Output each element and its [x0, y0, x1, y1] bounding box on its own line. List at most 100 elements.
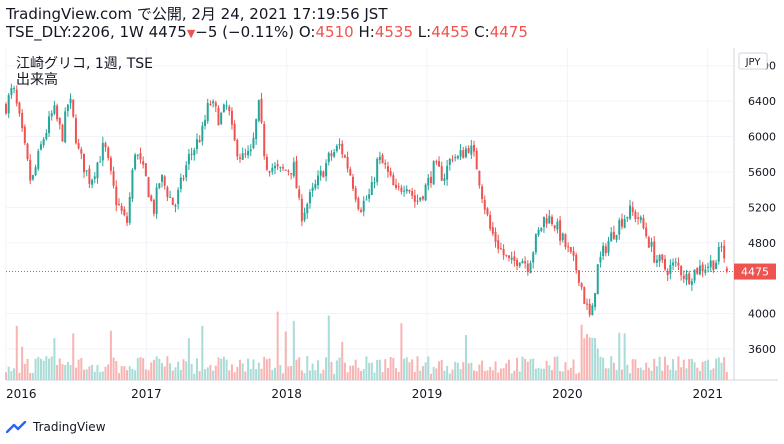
candle-body: [680, 266, 683, 276]
candle-body: [596, 264, 599, 295]
volume-bar: [395, 368, 398, 380]
legend-volume: 出来高: [16, 72, 58, 88]
volume-bar: [276, 311, 279, 380]
volume-bar: [674, 370, 677, 380]
volume-bar: [704, 360, 707, 380]
down-arrow-icon: ▼: [186, 27, 196, 40]
candle-body: [161, 175, 164, 182]
candle-body: [144, 163, 147, 176]
candle-body: [408, 189, 411, 192]
volume-bar: [295, 359, 298, 380]
candle-body: [491, 227, 494, 234]
candle-body: [701, 264, 704, 272]
volume-bar: [343, 362, 346, 380]
candle-body: [470, 145, 473, 155]
candle-body: [64, 111, 67, 143]
volume-bar: [10, 371, 13, 380]
volume-bar: [494, 361, 497, 380]
legend-title: 江崎グリコ, 1週, TSE: [16, 56, 153, 72]
volume-bar: [101, 371, 104, 380]
volume-bar: [34, 358, 37, 380]
volume-bar: [451, 369, 454, 380]
candle-body: [712, 260, 715, 270]
volume-bar: [707, 359, 710, 380]
candle-body: [483, 199, 486, 210]
candle-body: [34, 167, 37, 176]
price-tick-label: 6400: [748, 95, 776, 108]
ohlc-line: TSE_DLY:2206, 1W 4475▼−5 (−0.11%) O:4510…: [6, 23, 528, 43]
candle-body: [594, 293, 597, 307]
volume-bar: [481, 360, 484, 380]
volume-bar: [174, 367, 177, 380]
candle-body: [626, 217, 629, 219]
candle-body: [308, 192, 311, 204]
candle-body: [31, 175, 34, 180]
volume-bar: [66, 362, 69, 380]
candle-body: [37, 151, 40, 169]
candle-body: [481, 186, 484, 200]
year-tick-label: 2020: [552, 387, 583, 401]
candle-body: [365, 199, 368, 201]
volume-bar: [639, 367, 642, 380]
candle-body: [104, 143, 107, 148]
currency-box: [738, 52, 768, 70]
volume-bar: [368, 362, 371, 380]
candle-body: [462, 150, 465, 159]
candle-body: [376, 158, 379, 183]
price-chart[interactable]: 447568006400600056005200480040003600JPY2…: [0, 44, 784, 410]
volume-bar: [470, 362, 473, 380]
candle-body: [42, 139, 45, 146]
volume-bar: [548, 365, 551, 380]
candle-body: [21, 112, 24, 129]
candle-body: [88, 168, 91, 184]
candle-body: [427, 177, 430, 186]
candle-body: [284, 169, 287, 171]
volume-bar: [612, 362, 615, 380]
volume-bar: [107, 364, 110, 380]
year-tick-label: 2019: [412, 387, 443, 401]
candle-body: [489, 214, 492, 229]
candle-body: [50, 113, 53, 117]
volume-bar: [64, 365, 67, 380]
candle-body: [322, 171, 325, 178]
volume-bar: [322, 369, 325, 380]
volume-bar: [195, 358, 198, 380]
volume-bar: [217, 357, 220, 380]
candle-body: [179, 177, 182, 189]
volume-bar: [303, 373, 306, 380]
chart-area[interactable]: 447568006400600056005200480040003600JPY2…: [0, 44, 784, 410]
volume-bar: [524, 358, 527, 380]
volume-bar: [518, 371, 521, 380]
candle-body: [599, 256, 602, 263]
volume-bar: [585, 334, 588, 380]
volume-bar: [209, 364, 212, 380]
candle-body: [575, 254, 578, 271]
candle-body: [612, 231, 615, 239]
volume-bar: [712, 368, 715, 380]
volume-bar: [599, 356, 602, 380]
candle-body: [564, 234, 567, 247]
volume-bar: [505, 363, 508, 380]
volume-bar: [569, 367, 572, 380]
candle-body: [139, 153, 142, 160]
volume-bar: [144, 369, 147, 380]
candle-body: [499, 248, 502, 250]
last-price-label: 4475: [741, 266, 769, 279]
volume-bar: [376, 360, 379, 380]
volume-bar: [349, 365, 352, 380]
volume-bar: [653, 358, 656, 380]
candle-body: [507, 255, 510, 258]
volume-bar: [214, 365, 217, 380]
candle-body: [559, 220, 562, 241]
candle-body: [674, 261, 677, 263]
volume-bar: [551, 370, 554, 380]
volume-bar: [48, 358, 51, 380]
candle-body: [99, 161, 102, 163]
candle-body: [650, 241, 653, 247]
candle-body: [107, 147, 110, 159]
volume-bar: [93, 371, 96, 380]
candle-body: [209, 104, 212, 106]
volume-bar: [83, 369, 86, 380]
candle-body: [588, 303, 591, 315]
candle-body: [58, 117, 61, 125]
